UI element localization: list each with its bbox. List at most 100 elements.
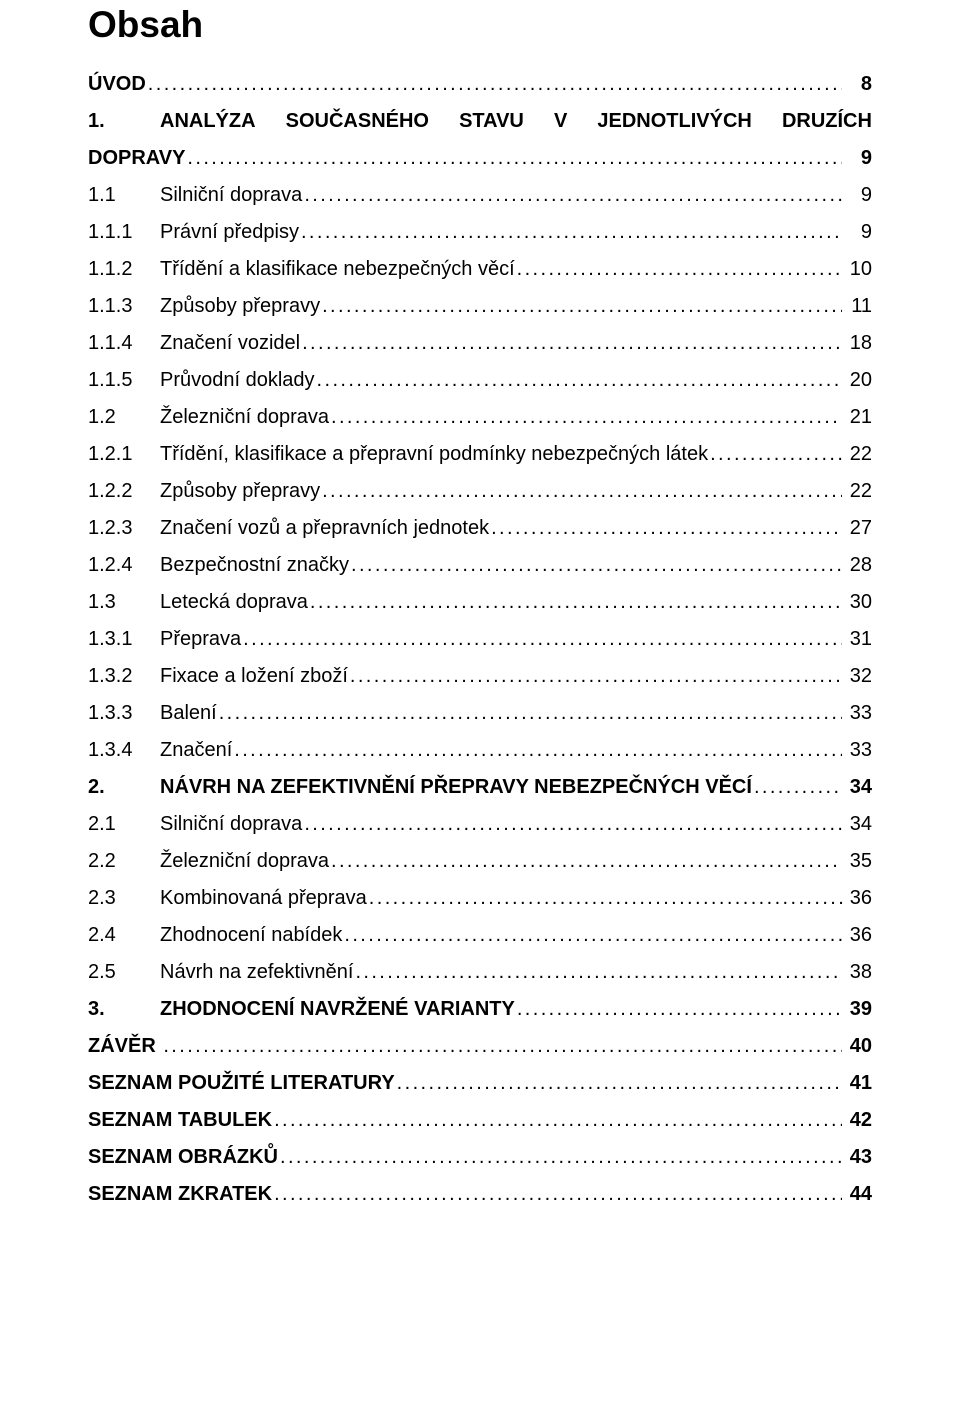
toc-row: 1.1.5Průvodní doklady20 — [88, 370, 872, 390]
dot-leader — [302, 333, 842, 353]
toc-number: 1.3.2 — [88, 666, 160, 686]
toc-label: Návrh na zefektivnění — [160, 962, 353, 982]
toc-page: 36 — [844, 925, 872, 945]
dot-leader — [163, 1036, 842, 1056]
toc-label: Průvodní doklady — [160, 370, 315, 390]
dot-leader — [310, 592, 842, 612]
toc-row: 1.1.3Způsoby přepravy 11 — [88, 296, 872, 316]
dot-leader — [304, 185, 842, 205]
toc-label: Přeprava — [160, 629, 241, 649]
dot-leader — [517, 259, 842, 279]
toc-number: 1.3.4 — [88, 740, 160, 760]
toc-label: Bezpečnostní značky — [160, 555, 349, 575]
toc-label: Způsoby přepravy — [160, 296, 320, 316]
toc-page: 9 — [844, 148, 872, 168]
toc-label: Balení — [160, 703, 217, 723]
toc-label: ZÁVĚR — [88, 1036, 161, 1056]
toc-page: 35 — [844, 851, 872, 871]
toc-number: 2.2 — [88, 851, 160, 871]
dot-leader — [355, 962, 842, 982]
toc-label-word: JEDNOTLIVÝCH — [597, 111, 751, 131]
toc-label: ZHODNOCENÍ NAVRŽENÉ VARIANTY — [160, 999, 515, 1019]
dot-leader — [322, 481, 842, 501]
toc-row: SEZNAM OBRÁZKŮ 43 — [88, 1147, 872, 1167]
toc-row: 1.2.2Způsoby přepravy22 — [88, 481, 872, 501]
toc-number: 1.1.3 — [88, 296, 160, 316]
toc-label: ANALÝZASOUČASNÉHOSTAVUVJEDNOTLIVÝCHDRUZÍ… — [160, 111, 872, 131]
dot-leader — [397, 1073, 842, 1093]
dot-leader — [243, 629, 842, 649]
toc-label: Právní předpisy — [160, 222, 299, 242]
toc-label: Silniční doprava — [160, 185, 302, 205]
toc-number: 2.3 — [88, 888, 160, 908]
dot-leader — [274, 1184, 842, 1204]
dot-leader — [317, 370, 842, 390]
toc-row: SEZNAM TABULEK 42 — [88, 1110, 872, 1130]
toc-label-word: ANALÝZA — [160, 111, 256, 131]
dot-leader — [491, 518, 842, 538]
table-of-contents: ÚVOD 8 1.ANALÝZASOUČASNÉHOSTAVUVJEDNOTLIVÝ… — [88, 74, 872, 1204]
toc-number: 2. — [88, 777, 160, 797]
toc-row: ÚVOD 8 — [88, 74, 872, 94]
toc-label: Způsoby přepravy — [160, 481, 320, 501]
toc-page: 11 — [844, 296, 872, 316]
dot-leader — [234, 740, 842, 760]
toc-row: 2.4Zhodnocení nabídek36 — [88, 925, 872, 945]
toc-page: 34 — [844, 814, 872, 834]
toc-row: 3.ZHODNOCENÍ NAVRŽENÉ VARIANTY39 — [88, 999, 872, 1019]
toc-page: 28 — [844, 555, 872, 575]
toc-page: 27 — [844, 518, 872, 538]
toc-label: Třídění, klasifikace a přepravní podmínk… — [160, 444, 708, 464]
toc-label: Značení vozidel — [160, 333, 300, 353]
toc-number: 1.2.3 — [88, 518, 160, 538]
toc-label: Kombinovaná přeprava — [160, 888, 367, 908]
toc-row: 2.1Silniční doprava34 — [88, 814, 872, 834]
toc-row: 1.2.1Třídění, klasifikace a přepravní po… — [88, 444, 872, 464]
toc-label: Železniční doprava — [160, 851, 329, 871]
toc-row: 2.5Návrh na zefektivnění38 — [88, 962, 872, 982]
toc-row: 1.3Letecká doprava30 — [88, 592, 872, 612]
dot-leader — [280, 1147, 842, 1167]
toc-label-word: STAVU — [459, 111, 524, 131]
dot-leader — [274, 1110, 842, 1130]
toc-row: SEZNAM POUŽITÉ LITERATURY41 — [88, 1073, 872, 1093]
dot-leader — [219, 703, 842, 723]
toc-number: 2.5 — [88, 962, 160, 982]
dot-leader — [351, 555, 842, 575]
toc-number: 1.1.2 — [88, 259, 160, 279]
toc-number: 1.1.5 — [88, 370, 160, 390]
toc-row: 1.3.3Balení33 — [88, 703, 872, 723]
toc-label: NÁVRH NA ZEFEKTIVNĚNÍ PŘEPRAVY NEBEZPEČN… — [160, 777, 752, 797]
toc-number: 1.1.1 — [88, 222, 160, 242]
toc-page: 8 — [844, 74, 872, 94]
toc-label: SEZNAM POUŽITÉ LITERATURY — [88, 1073, 395, 1093]
toc-page: 10 — [844, 259, 872, 279]
dot-leader — [344, 925, 842, 945]
toc-label: Železniční doprava — [160, 407, 329, 427]
toc-page: 42 — [844, 1110, 872, 1130]
dot-leader — [350, 666, 842, 686]
toc-row: ZÁVĚR 40 — [88, 1036, 872, 1056]
toc-label: SEZNAM TABULEK — [88, 1110, 272, 1130]
toc-page: 22 — [844, 444, 872, 464]
toc-number: 1. — [88, 111, 160, 131]
toc-number: 2.4 — [88, 925, 160, 945]
toc-label: SEZNAM OBRÁZKŮ — [88, 1147, 278, 1167]
toc-page: 43 — [844, 1147, 872, 1167]
toc-row: 1.2.4Bezpečnostní značky28 — [88, 555, 872, 575]
toc-row: 1.2.3Značení vozů a přepravních jednotek… — [88, 518, 872, 538]
dot-leader — [148, 74, 842, 94]
toc-row: 2.NÁVRH NA ZEFEKTIVNĚNÍ PŘEPRAVY NEBEZPE… — [88, 777, 872, 797]
dot-leader — [754, 777, 842, 797]
toc-number: 1.2 — [88, 407, 160, 427]
dot-leader — [331, 851, 842, 871]
dot-leader — [301, 222, 842, 242]
toc-number: 1.2.2 — [88, 481, 160, 501]
toc-number: 2.1 — [88, 814, 160, 834]
toc-label-word: DRUZÍCH — [782, 111, 872, 131]
toc-number: 1.3 — [88, 592, 160, 612]
toc-row: 1.1.2Třídění a klasifikace nebezpečných … — [88, 259, 872, 279]
toc-page: 33 — [844, 740, 872, 760]
toc-number: 1.3.1 — [88, 629, 160, 649]
toc-label: ÚVOD — [88, 74, 146, 94]
